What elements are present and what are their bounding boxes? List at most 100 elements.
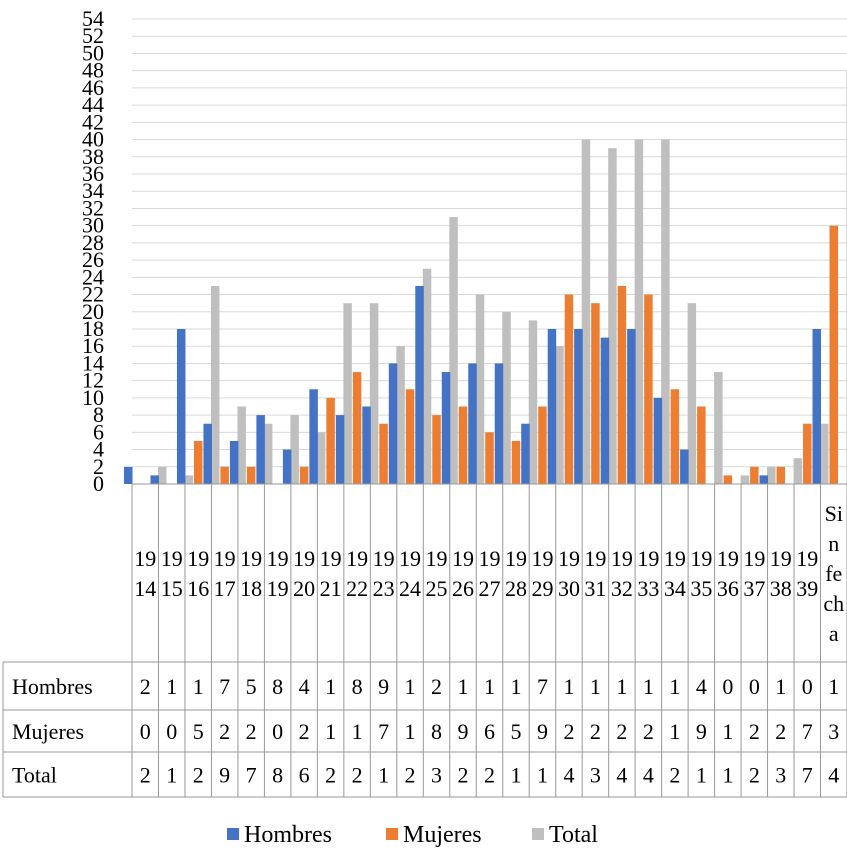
- category-label: 36: [717, 576, 739, 601]
- row-label-hombres: Hombres: [12, 674, 93, 699]
- table-cell: 2: [431, 674, 442, 699]
- category-label: 19: [452, 546, 474, 571]
- category-label: fe: [825, 561, 842, 586]
- bar-total: [661, 139, 670, 485]
- bar-hombres: [547, 329, 557, 484]
- y-tick-label: 30: [82, 213, 104, 238]
- category-label: 21: [320, 576, 342, 601]
- table-cell: 1: [510, 763, 521, 788]
- table-cell: 1: [405, 674, 416, 699]
- bar-total: [528, 320, 538, 484]
- table-cell: 2: [775, 719, 786, 744]
- table-cell: 2: [219, 719, 230, 744]
- table-cell: 0: [272, 719, 283, 744]
- category-label: 19: [637, 546, 659, 571]
- table-cell: 2: [749, 719, 760, 744]
- bar-hombres: [150, 475, 159, 484]
- table-cell: 2: [352, 763, 363, 788]
- table-cell: 1: [722, 763, 733, 788]
- table-cell: 2: [590, 719, 601, 744]
- bar-mujeres: [723, 475, 733, 484]
- y-tick-label: 52: [82, 23, 104, 48]
- bars: [123, 70, 847, 485]
- bar-mujeres: [485, 432, 494, 484]
- bar-hombres: [653, 397, 663, 484]
- bar-mujeres: [750, 466, 759, 484]
- table-cell: 1: [722, 719, 733, 744]
- table-cell: 4: [643, 763, 654, 788]
- bar-mujeres: [803, 423, 812, 484]
- bar-hombres: [627, 329, 636, 484]
- y-tick-label: 16: [82, 333, 104, 358]
- bar-total: [634, 139, 644, 485]
- y-tick-label: 40: [82, 127, 104, 152]
- bar-total: [210, 285, 220, 484]
- legend-label-hombres: Hombres: [244, 822, 332, 848]
- bar-mujeres: [432, 415, 441, 484]
- category-label: 19: [240, 546, 262, 571]
- bar-total: [263, 423, 273, 484]
- bar-total: [608, 148, 617, 484]
- table-cell: 9: [219, 763, 230, 788]
- bar-total: [502, 311, 511, 484]
- legend: Hombres Mujeres Total: [227, 822, 598, 848]
- category-label: 19: [770, 546, 792, 571]
- table-cell: 1: [458, 674, 469, 699]
- table-cell: 0: [166, 719, 177, 744]
- y-axis-ticks: 0246810121416182022242628303234363840424…: [82, 6, 104, 496]
- bar-total: [422, 268, 432, 484]
- table-cell: 1: [166, 674, 177, 699]
- y-tick-label: 36: [82, 161, 104, 186]
- table-cell: 1: [378, 763, 389, 788]
- category-label: 35: [690, 576, 712, 601]
- legend-label-total: Total: [549, 822, 598, 848]
- table-cell: 9: [458, 719, 469, 744]
- bar-hombres: [415, 285, 424, 484]
- table-cell: 1: [696, 763, 707, 788]
- table-cell: 9: [537, 719, 548, 744]
- table-cell: 0: [140, 719, 151, 744]
- legend-swatch-total: [532, 828, 544, 840]
- category-label: 19: [531, 546, 553, 571]
- bar-total: [793, 458, 803, 484]
- table-cell: 4: [563, 763, 574, 788]
- table-cell: 7: [537, 674, 548, 699]
- table-cell: 2: [643, 719, 654, 744]
- bar-hombres: [812, 329, 822, 484]
- category-label: 29: [531, 576, 553, 601]
- bar-total: [184, 475, 193, 484]
- bar-hombres: [309, 389, 318, 484]
- y-tick-label: 48: [82, 58, 104, 83]
- legend-swatch-hombres: [227, 828, 239, 840]
- table-cell: 1: [590, 674, 601, 699]
- bar-total: [740, 475, 750, 484]
- bar-total: [369, 303, 379, 484]
- bar-total: [820, 423, 829, 484]
- table-cell: 3: [775, 763, 786, 788]
- bar-total: [237, 406, 246, 484]
- table-cell: 0: [749, 674, 760, 699]
- table-cell: 1: [828, 674, 839, 699]
- legend-swatch-mujeres: [386, 828, 398, 840]
- bar-hombres: [600, 337, 610, 484]
- table-cell: 7: [802, 763, 813, 788]
- table-cell: 1: [669, 719, 680, 744]
- table-cell: 3: [431, 763, 442, 788]
- y-tick-label: 28: [82, 230, 104, 255]
- table-cell: 2: [299, 719, 310, 744]
- table-cell: 2: [405, 763, 416, 788]
- bar-hombres: [229, 440, 239, 484]
- table-cell: 8: [352, 674, 363, 699]
- category-label: 22: [346, 576, 368, 601]
- bar-mujeres: [458, 406, 468, 484]
- bar-mujeres: [246, 466, 256, 484]
- y-tick-label: 44: [82, 92, 104, 117]
- y-tick-label: 42: [82, 109, 104, 134]
- y-tick-label: 0: [93, 471, 104, 496]
- bar-hombres: [362, 406, 371, 484]
- table-cell: 1: [669, 674, 680, 699]
- table-cell: 1: [563, 674, 574, 699]
- bar-hombres: [521, 423, 530, 484]
- category-label: 37: [743, 576, 765, 601]
